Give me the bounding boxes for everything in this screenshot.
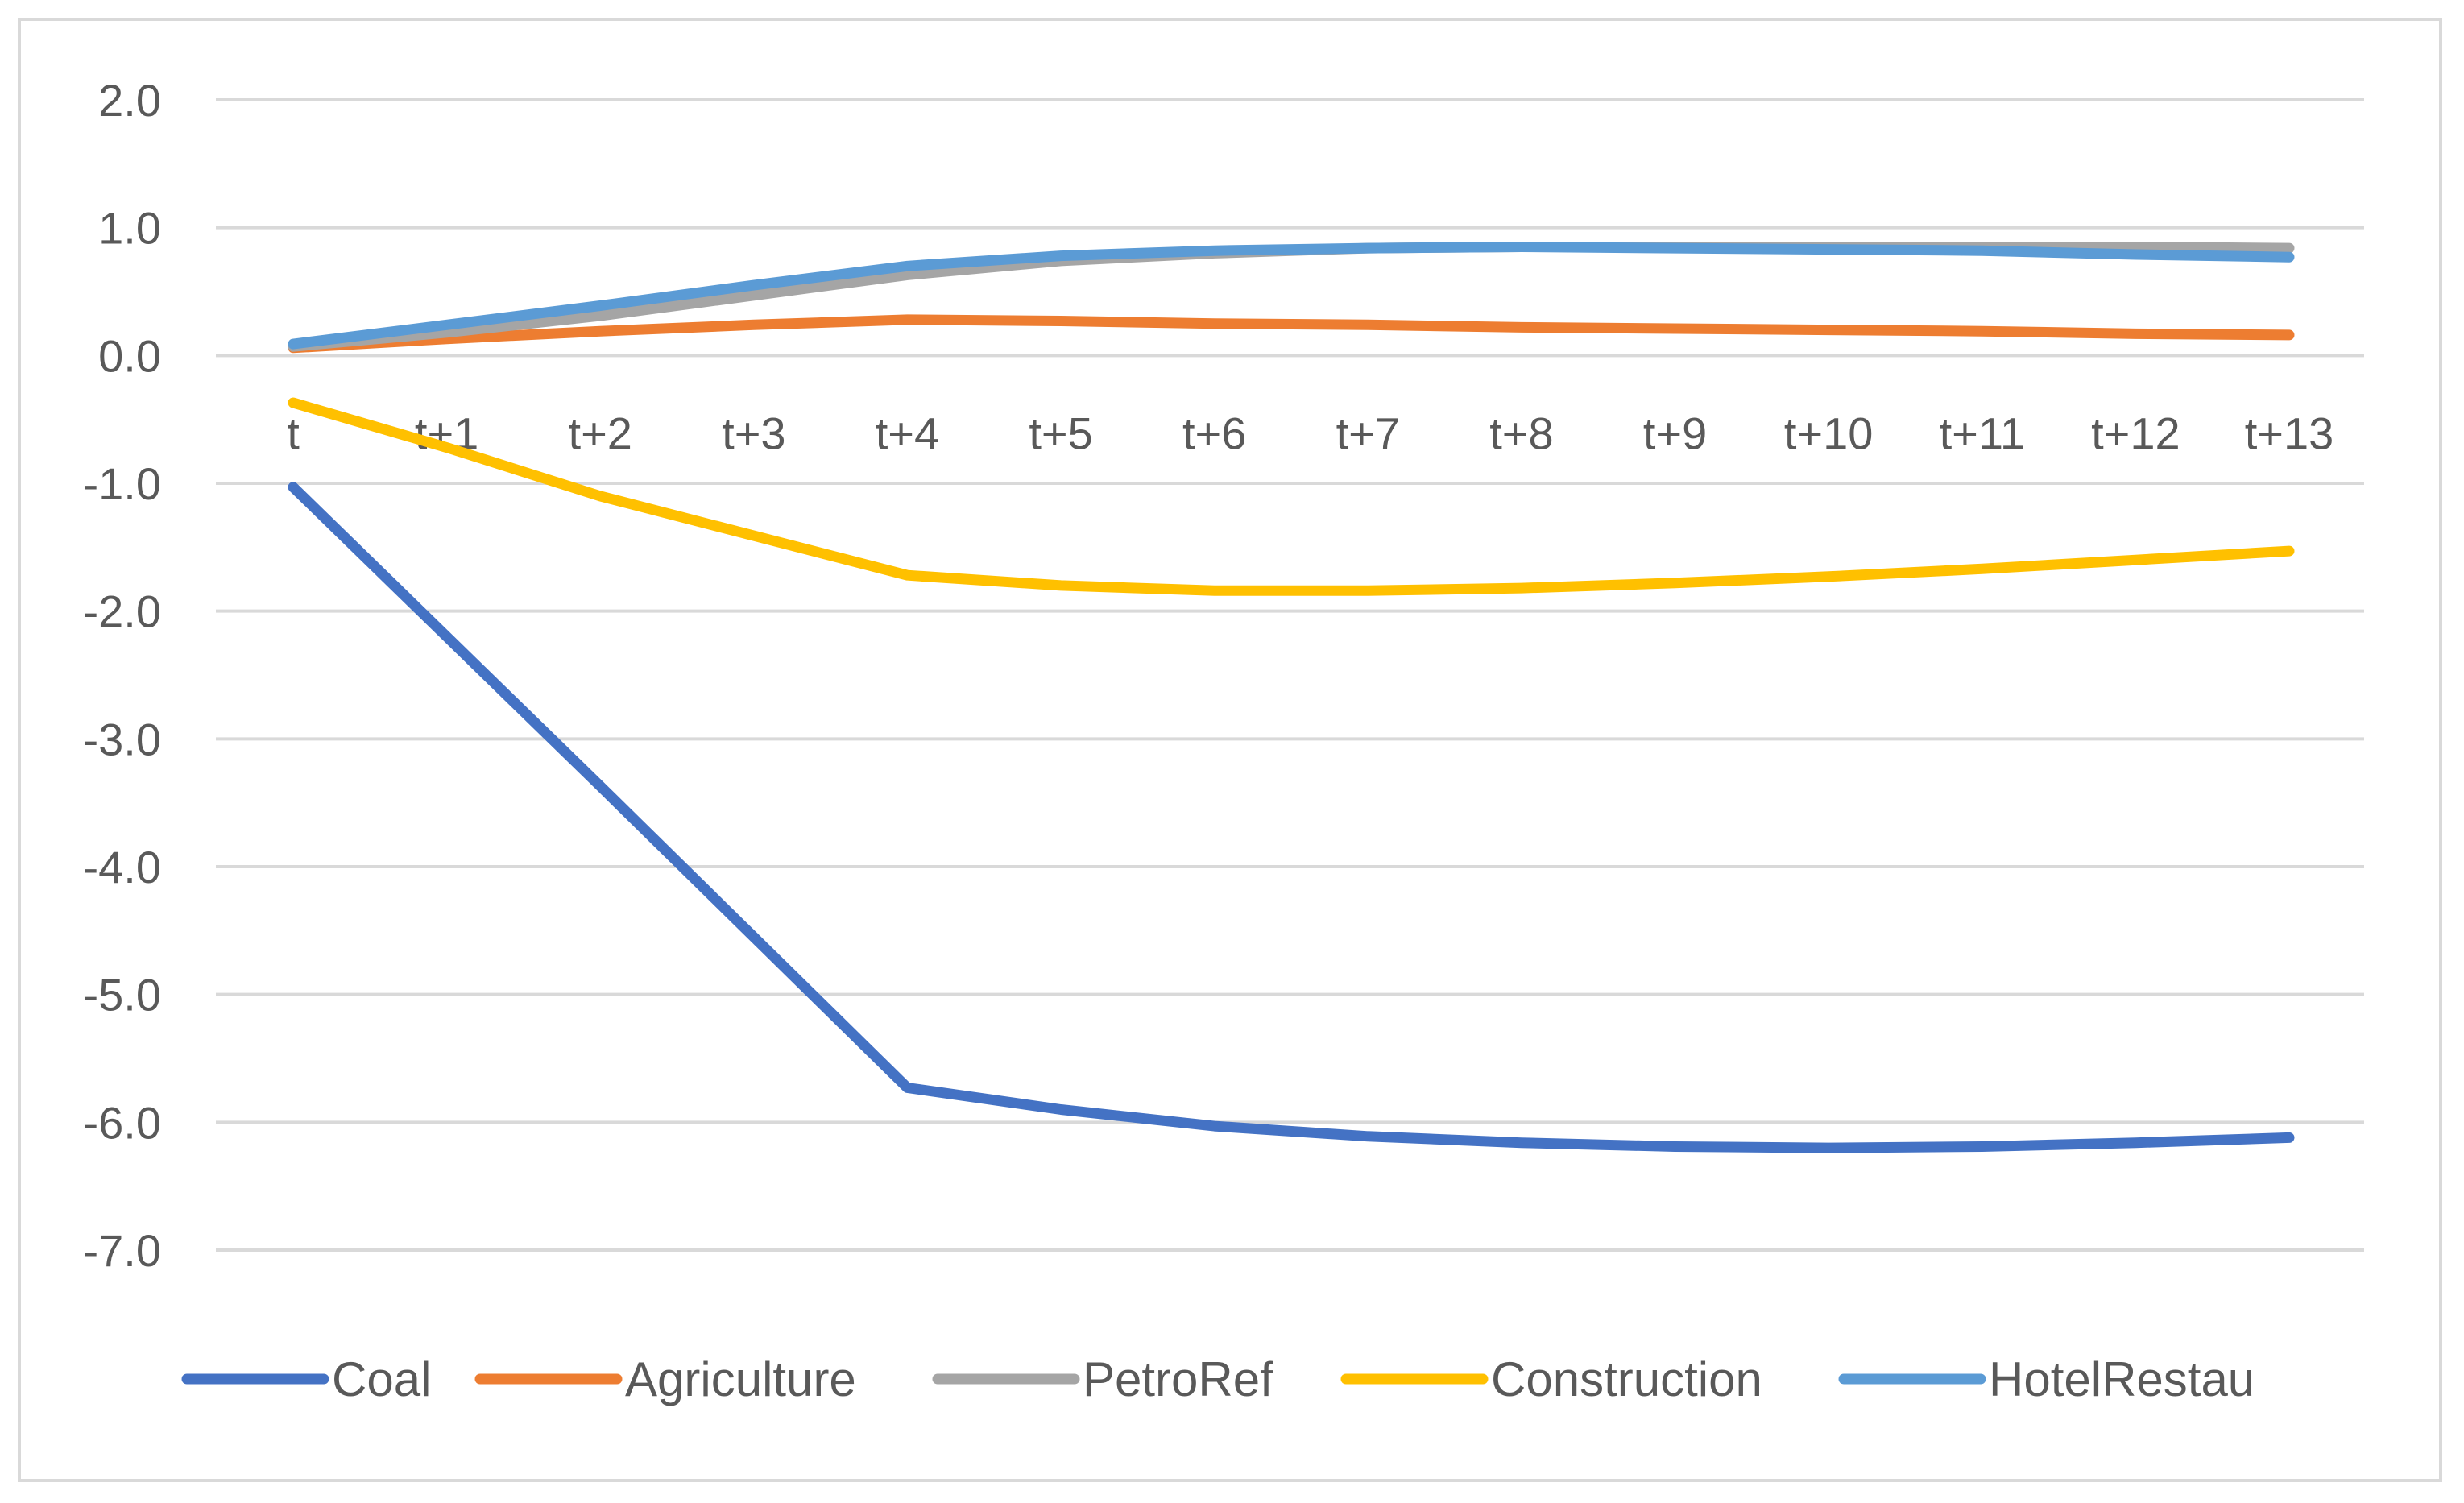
y-axis-ticks: 2.0 1.0 0.0 -1.0 -2.0 -3.0 -4.0 -5.0 -6.0 -7.0 <box>84 75 162 1276</box>
y-tick-label: -3.0 <box>84 714 162 764</box>
y-tick-label: 2.0 <box>98 75 161 126</box>
x-tick-label: t <box>287 408 300 458</box>
y-tick-label: -2.0 <box>84 586 162 637</box>
y-tick-label: -6.0 <box>84 1097 162 1148</box>
x-axis-ticks: t t+1 t+2 t+3 t+4 t+5 t+6 t+7 t+8 t+9 t+10 t+11 t+12… <box>287 408 2334 458</box>
x-tick-label: t+7 <box>1336 408 1400 458</box>
y-tick-label: -5.0 <box>84 970 162 1021</box>
x-tick-label: t+4 <box>876 408 939 458</box>
chart-frame <box>18 18 2442 1482</box>
legend-label-petroref: PetroRef <box>1083 1352 1273 1406</box>
y-tick-label: -1.0 <box>84 458 162 509</box>
y-tick-label: -7.0 <box>84 1225 162 1276</box>
y-tick-label: 1.0 <box>98 203 161 254</box>
legend-label-agriculture: Agriculture <box>625 1352 856 1406</box>
legend-label-construction: Construction <box>1491 1352 1762 1406</box>
gridlines <box>216 98 2364 1252</box>
series-line-construction <box>288 397 2295 596</box>
legend: Coal Agriculture PetroRef Construction Hotel… <box>181 1352 2255 1406</box>
x-tick-label: t+6 <box>1182 408 1246 458</box>
series-line-coal <box>288 482 2295 1153</box>
x-tick-label: t+5 <box>1029 408 1092 458</box>
x-tick-label: t+9 <box>1643 408 1707 458</box>
series-line-hotelrestau <box>288 242 2295 350</box>
x-tick-label: t+12 <box>2091 408 2180 458</box>
y-tick-label: 0.0 <box>98 330 161 381</box>
x-tick-label: t+11 <box>1940 408 2025 458</box>
x-tick-label: t+2 <box>569 408 632 458</box>
x-tick-label: t+3 <box>722 408 785 458</box>
legend-label-coal: Coal <box>332 1352 431 1406</box>
x-tick-label: t+10 <box>1784 408 1874 458</box>
series-line-agriculture <box>288 314 2295 354</box>
legend-label-hotelrestau: HotelRestau <box>1989 1352 2255 1406</box>
x-tick-label: t+13 <box>2245 408 2334 458</box>
series-lines <box>288 242 2295 1153</box>
y-tick-label: -4.0 <box>84 842 162 892</box>
x-tick-label: t+8 <box>1489 408 1553 458</box>
